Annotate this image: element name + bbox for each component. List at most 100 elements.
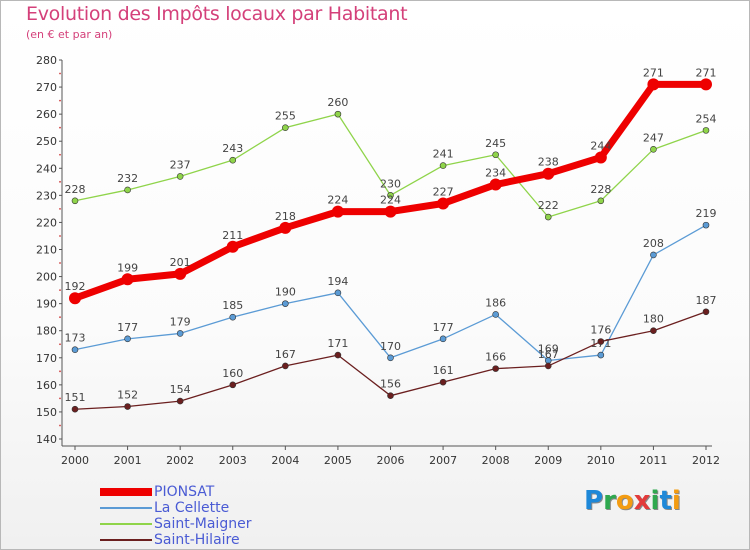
y-minor-tick	[59, 235, 61, 237]
y-tick-label: 160	[36, 379, 57, 392]
data-point	[492, 365, 499, 372]
data-label: 245	[485, 137, 506, 150]
data-point	[387, 392, 394, 399]
legend-item: La Cellette	[100, 500, 251, 516]
data-label: 230	[380, 177, 401, 190]
y-tick-label: 210	[36, 244, 57, 257]
data-point	[124, 186, 131, 194]
data-label: 179	[170, 315, 191, 328]
chart-legend: PIONSAT La Cellette Saint-Maigner Saint-Hil…	[100, 484, 251, 548]
data-label: 160	[222, 367, 243, 380]
data-point	[124, 403, 131, 410]
chart-subtitle: (en € et par an)	[26, 28, 113, 41]
data-point	[176, 397, 184, 405]
logo-letter: i	[671, 486, 681, 516]
data-point	[124, 335, 131, 343]
y-tick-label: 170	[36, 352, 57, 365]
x-tick-label: 2009	[534, 454, 562, 467]
x-tick-label: 2001	[114, 454, 142, 467]
data-label: 194	[327, 275, 348, 288]
data-point	[437, 197, 450, 210]
data-label: 185	[222, 299, 243, 312]
data-point	[282, 300, 289, 307]
legend-item: Saint-Maigner	[100, 516, 251, 532]
y-tick-label: 150	[36, 406, 57, 419]
data-point	[702, 308, 710, 316]
data-point	[387, 192, 394, 199]
data-label: 232	[117, 172, 138, 185]
y-minor-tick	[59, 370, 61, 373]
y-tick-label: 250	[36, 135, 57, 148]
data-label: 243	[222, 142, 243, 155]
y-minor-tick	[59, 99, 61, 102]
data-label: 199	[117, 261, 138, 274]
data-label: 187	[696, 294, 717, 307]
data-point	[597, 197, 605, 205]
data-point	[387, 354, 394, 362]
legend-item: PIONSAT	[100, 484, 251, 500]
data-point	[176, 173, 184, 180]
x-tick-label: 2008	[482, 454, 510, 467]
logo-letter: r	[603, 486, 616, 516]
legend-swatch	[100, 539, 152, 541]
x-tick-label: 2003	[219, 454, 247, 467]
logo-letter: P	[584, 486, 604, 516]
data-label: 167	[538, 348, 559, 361]
data-label: 208	[643, 237, 664, 250]
data-label: 161	[433, 364, 454, 377]
data-label: 154	[170, 383, 191, 396]
data-point	[650, 327, 657, 335]
data-label: 190	[275, 286, 296, 299]
y-minor-tick	[59, 397, 61, 400]
logo-letter: t	[659, 486, 672, 516]
data-point	[71, 405, 79, 413]
y-tick-label: 260	[36, 108, 57, 121]
data-label: 228	[590, 183, 611, 196]
data-label: 238	[538, 156, 559, 169]
legend-swatch	[100, 507, 152, 509]
data-point	[71, 197, 79, 205]
data-point	[647, 78, 660, 91]
y-tick-label: 240	[36, 162, 57, 175]
y-minor-tick	[59, 72, 61, 75]
data-point	[334, 110, 342, 118]
data-label: 167	[275, 348, 296, 361]
data-label: 224	[380, 194, 401, 207]
legend-label: Saint-Hilaire	[154, 532, 240, 548]
data-point	[650, 251, 657, 259]
data-label: 152	[117, 389, 138, 402]
legend-label: Saint-Maigner	[154, 516, 252, 532]
y-minor-tick	[59, 316, 61, 319]
legend-swatch	[100, 488, 152, 496]
y-tick-label: 230	[36, 189, 57, 202]
y-tick-label: 270	[36, 81, 57, 94]
data-point	[492, 151, 499, 159]
data-label: 211	[222, 229, 243, 242]
y-tick-label: 220	[36, 216, 57, 229]
legend-item: Saint-Hilaire	[100, 532, 251, 548]
data-label: 171	[327, 337, 348, 350]
data-label: 170	[380, 340, 401, 353]
data-point	[71, 346, 79, 353]
data-label: 166	[485, 351, 506, 364]
y-tick-label: 140	[36, 433, 57, 446]
data-label: 260	[327, 96, 348, 109]
data-point	[121, 273, 134, 286]
data-point	[282, 362, 289, 370]
data-label: 156	[380, 378, 401, 391]
data-label: 271	[696, 66, 717, 79]
y-tick-label: 200	[36, 271, 57, 284]
legend-label: La Cellette	[154, 500, 230, 516]
data-point	[650, 146, 657, 153]
data-point	[439, 335, 447, 343]
data-point	[229, 381, 237, 389]
data-point	[282, 124, 289, 131]
data-label: 177	[433, 321, 454, 334]
data-label: 255	[275, 110, 296, 123]
data-label: 234	[485, 167, 506, 180]
y-tick-label: 280	[36, 54, 57, 67]
proxiti-logo: Proxiti	[584, 486, 681, 516]
data-point	[176, 330, 184, 337]
legend-label: PIONSAT	[154, 484, 215, 500]
